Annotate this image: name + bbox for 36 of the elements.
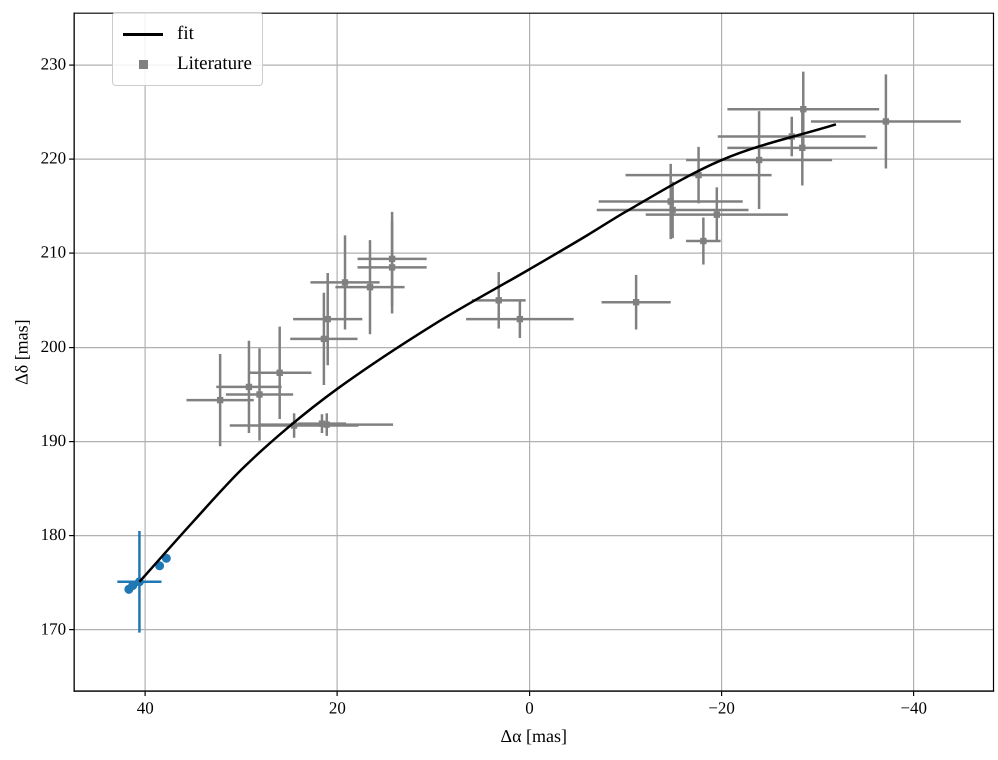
point	[366, 284, 374, 290]
point	[799, 144, 806, 151]
y-tick-label: 180	[40, 525, 66, 544]
x-tick-label: −20	[708, 698, 735, 718]
point	[388, 264, 396, 271]
point	[700, 238, 707, 244]
point	[216, 396, 224, 404]
x-tick-label: −40	[900, 698, 928, 718]
point	[276, 370, 283, 376]
x-axis-title: Δα [mas]	[500, 726, 568, 746]
point	[668, 198, 674, 205]
point	[318, 420, 326, 427]
point	[756, 156, 762, 164]
point	[496, 297, 502, 304]
point	[388, 256, 396, 262]
point	[882, 118, 890, 125]
point	[669, 206, 676, 214]
point	[714, 211, 720, 218]
y-axis-title: Δδ [mas]	[12, 319, 32, 385]
point	[320, 336, 328, 342]
y-tick-label: 210	[40, 242, 66, 262]
point	[246, 384, 252, 390]
x-tick-label: 20	[328, 698, 346, 718]
x-tick-label: 0	[525, 698, 534, 718]
y-tick-label: 170	[40, 619, 66, 638]
y-tick-label: 190	[40, 431, 66, 450]
legend-label: Literature	[177, 52, 252, 76]
y-tick-label: 200	[40, 336, 66, 356]
y-tick-label: 220	[40, 148, 66, 168]
legend-label: fit	[177, 22, 194, 46]
point	[632, 299, 640, 306]
x-tick-label: 40	[136, 698, 154, 718]
point	[324, 316, 331, 322]
y-tick-label: 230	[40, 54, 66, 74]
point	[516, 316, 524, 322]
point	[800, 106, 806, 112]
